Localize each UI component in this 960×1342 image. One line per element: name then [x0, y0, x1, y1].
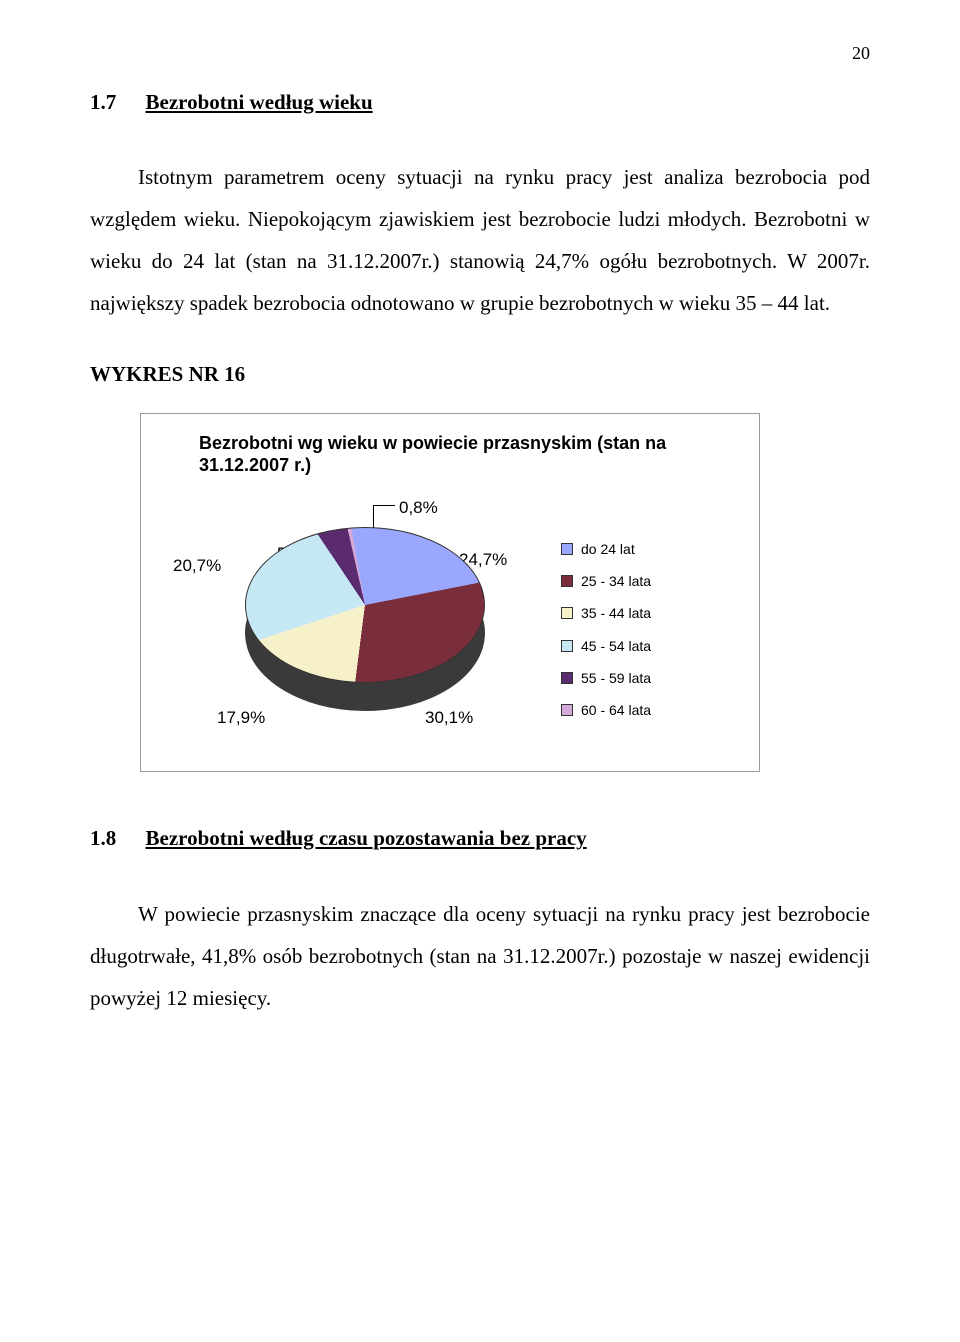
legend-item: 45 - 54 lata [561, 630, 651, 662]
leader-line-h [373, 505, 395, 506]
legend-swatch [561, 607, 573, 619]
section-2-number: 1.8 [90, 822, 116, 855]
chart-label: WYKRES NR 16 [90, 358, 870, 391]
legend-item: 25 - 34 lata [561, 565, 651, 597]
pie-3d-wrap [245, 527, 485, 717]
data-label-20-7: 20,7% [173, 553, 221, 579]
section-2-paragraph: W powiecie przasnyskim znaczące dla ocen… [90, 893, 870, 1019]
chart-legend: do 24 lat25 - 34 lata35 - 44 lata45 - 54… [561, 533, 651, 726]
legend-item: 55 - 59 lata [561, 662, 651, 694]
page-number: 20 [90, 40, 870, 68]
legend-swatch [561, 575, 573, 587]
legend-label: 55 - 59 lata [581, 662, 651, 694]
pie-area: 0,8% 24,7% 5,8% 20,7% 17,9% 30,1% [161, 491, 561, 751]
legend-swatch [561, 672, 573, 684]
pie-chart-frame: Bezrobotni wg wieku w powiecie przasnysk… [140, 413, 760, 772]
section-1-title: Bezrobotni według wieku [146, 90, 373, 114]
section-2-heading: 1.8 Bezrobotni według czasu pozostawania… [90, 822, 870, 855]
legend-item: 35 - 44 lata [561, 597, 651, 629]
legend-swatch [561, 704, 573, 716]
legend-item: 60 - 64 lata [561, 694, 651, 726]
section-1-number: 1.7 [90, 86, 116, 119]
legend-label: 60 - 64 lata [581, 694, 651, 726]
legend-label: 35 - 44 lata [581, 597, 651, 629]
legend-label: 25 - 34 lata [581, 565, 651, 597]
legend-swatch [561, 543, 573, 555]
legend-label: 45 - 54 lata [581, 630, 651, 662]
chart-title: Bezrobotni wg wieku w powiecie przasnysk… [199, 432, 743, 477]
chart-body: 0,8% 24,7% 5,8% 20,7% 17,9% 30,1% do 24 … [161, 491, 743, 751]
legend-swatch [561, 640, 573, 652]
section-1-paragraph: Istotnym parametrem oceny sytuacji na ry… [90, 156, 870, 324]
section-2-title: Bezrobotni według czasu pozostawania bez… [146, 826, 587, 850]
section-1-heading: 1.7 Bezrobotni według wieku [90, 86, 870, 119]
legend-label: do 24 lat [581, 533, 635, 565]
pie-top-face [245, 527, 485, 683]
data-label-0-8: 0,8% [399, 495, 438, 521]
legend-item: do 24 lat [561, 533, 651, 565]
